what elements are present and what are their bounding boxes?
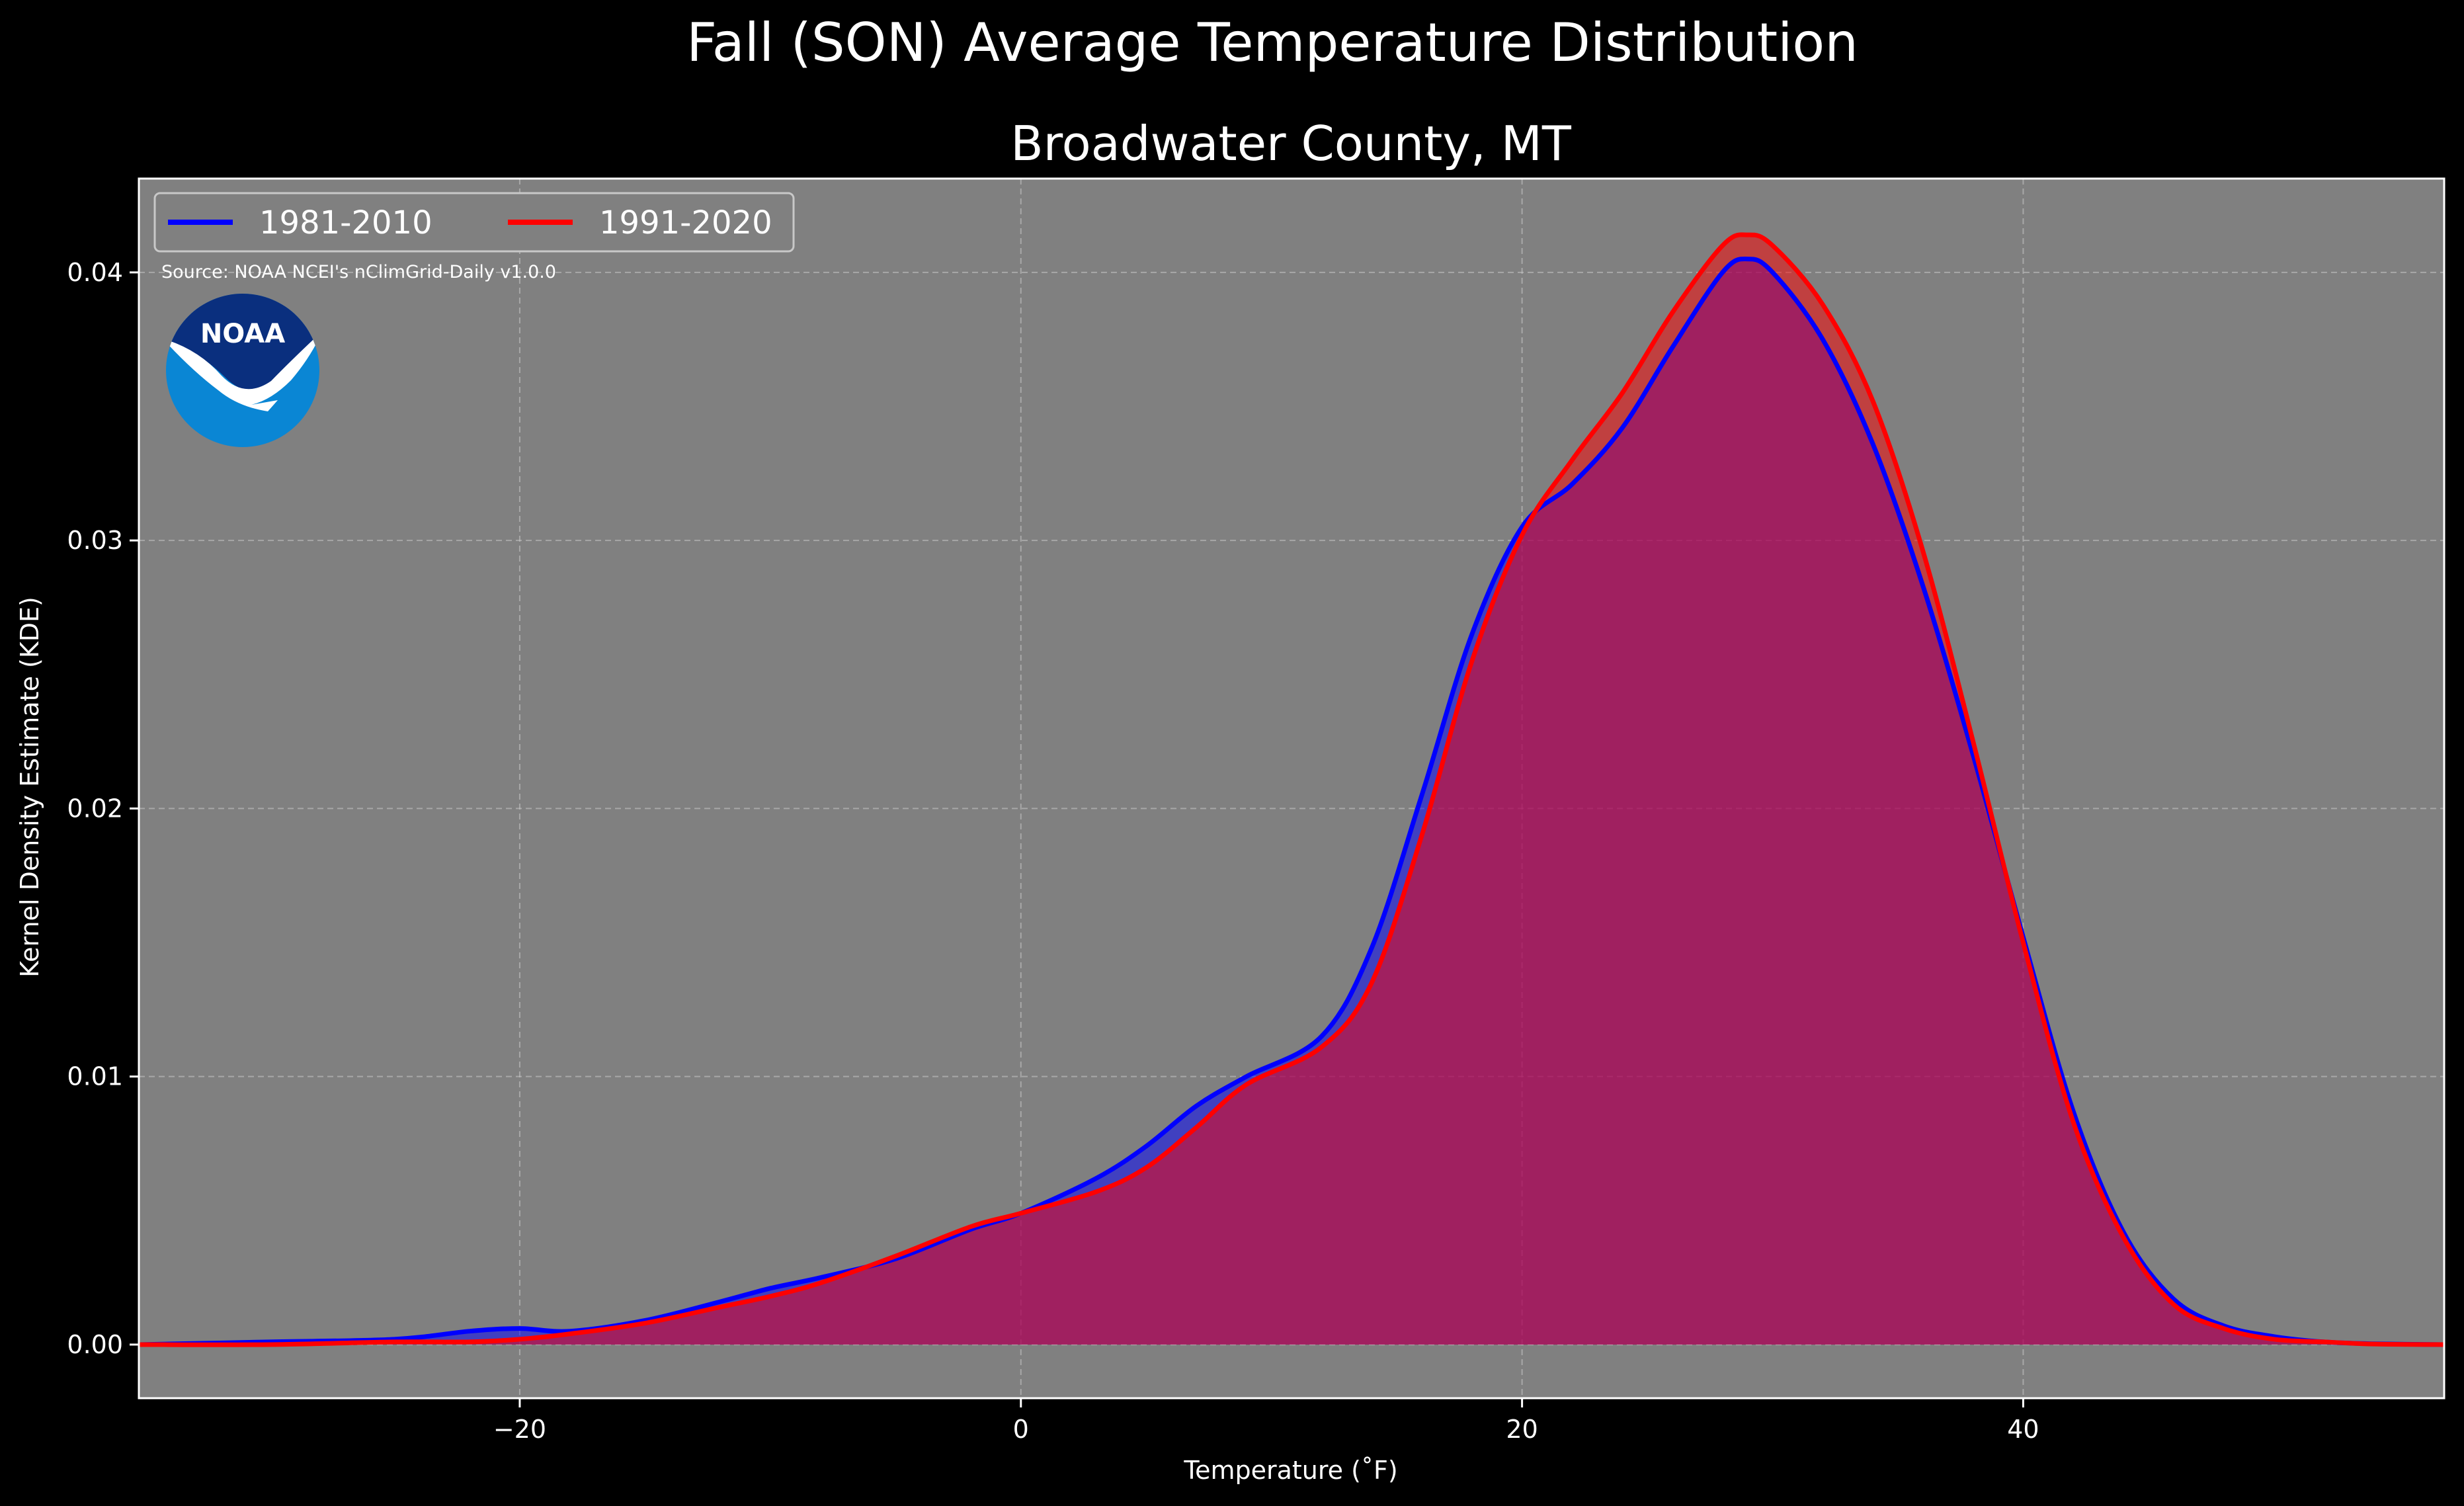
x-tick-label: 40 bbox=[2007, 1415, 2039, 1444]
series-fill-1991-2020 bbox=[139, 234, 2444, 1345]
series-line-1991-2020 bbox=[138, 232, 2445, 1347]
y-tick-label: 0.04 bbox=[67, 258, 123, 287]
series-line-1981-2010 bbox=[138, 257, 2445, 1347]
y-tick-label: 0.01 bbox=[67, 1062, 123, 1091]
y-tick-label: 0.00 bbox=[67, 1330, 123, 1359]
x-axis-ticks: −20 0 20 40 bbox=[493, 1398, 2039, 1444]
legend-label-1991-2020: 1991-2020 bbox=[599, 204, 772, 241]
y-axis-ticks: 0.00 0.01 0.02 0.03 0.04 bbox=[67, 258, 139, 1359]
x-axis-label: Temperature (˚F) bbox=[1183, 1456, 1397, 1485]
figure-suptitle: Fall (SON) Average Temperature Distribut… bbox=[686, 12, 1858, 73]
y-tick-label: 0.03 bbox=[67, 526, 123, 555]
series-layer bbox=[138, 232, 2445, 1347]
legend-box bbox=[153, 192, 795, 253]
noaa-logo-text: NOAA bbox=[200, 319, 285, 349]
plot-frame bbox=[138, 177, 2445, 1400]
noaa-logo-icon: NOAA bbox=[166, 294, 319, 447]
x-tick-label: 0 bbox=[1013, 1415, 1029, 1444]
x-tick-label: −20 bbox=[493, 1415, 546, 1444]
chart-title: Broadwater County, MT bbox=[1010, 116, 1572, 171]
legend: 1981-2010 1991-2020 bbox=[153, 192, 795, 253]
x-tick-label: 20 bbox=[1506, 1415, 1538, 1444]
y-axis-label: Kernel Density Estimate (KDE) bbox=[15, 597, 44, 978]
legend-label-1981-2010: 1981-2010 bbox=[259, 204, 432, 241]
source-note: Source: NOAA NCEI's nClimGrid-Daily v1.0… bbox=[161, 262, 556, 282]
y-tick-label: 0.02 bbox=[67, 794, 123, 823]
